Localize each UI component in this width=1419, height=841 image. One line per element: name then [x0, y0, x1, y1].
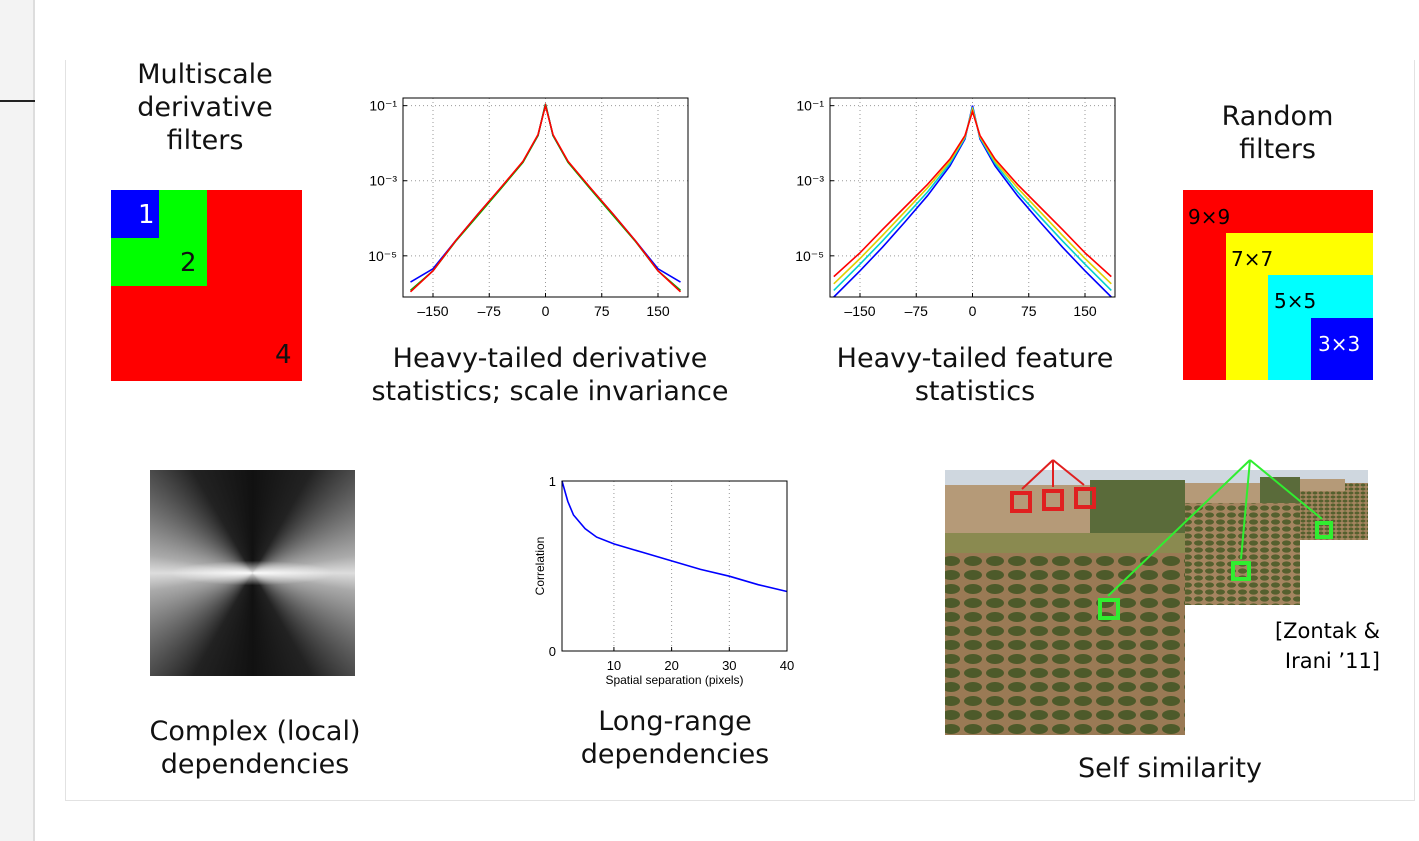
caption-line: Multiscale: [137, 59, 273, 90]
series-line: [561, 480, 788, 593]
photo-mid: [1185, 470, 1300, 605]
plot-frame: [561, 480, 788, 652]
citation: [Zontak & Irani ’11]: [1255, 616, 1380, 676]
y-tick-label: 10⁻¹: [369, 98, 397, 114]
caption-line: filters: [166, 125, 244, 156]
series-line: [833, 108, 1112, 278]
y-tick-label: 10⁻¹: [796, 98, 824, 114]
texture-image: [150, 470, 355, 676]
series-line: [833, 106, 1112, 285]
self-similarity-photo: [945, 459, 1368, 735]
random-3: [1311, 318, 1373, 380]
x-tick-label: 10: [607, 658, 621, 673]
citation-bg: [1250, 612, 1380, 684]
caption-line: Complex (local): [149, 716, 361, 747]
x-tick-label: –150: [417, 303, 448, 319]
caption-line: dependencies: [160, 749, 350, 780]
x-tick-label: 150: [646, 303, 670, 319]
plot-frame: [829, 97, 1116, 298]
citation-line: [Zontak &: [1274, 619, 1380, 643]
rule: [0, 100, 35, 102]
caption-line: statistics; scale invariance: [371, 376, 729, 407]
x-tick-label: 150: [1073, 303, 1097, 319]
y-axis-label: Correlation: [533, 537, 547, 596]
x-tick-label: 20: [664, 658, 678, 673]
caption-line: dependencies: [580, 739, 770, 770]
y-tick-label: 0: [549, 644, 556, 659]
caption-line: filters: [1239, 134, 1316, 165]
random-label: 3×3: [1318, 332, 1361, 356]
left-strip: [0, 0, 35, 841]
photo-small: [1300, 470, 1368, 540]
caption-line: Long-range: [598, 706, 752, 737]
x-tick-label: 40: [780, 658, 794, 673]
red-boxes: [1010, 487, 1096, 513]
citation-line: Irani ’11]: [1284, 649, 1380, 673]
x-axis-label: Spatial separation (pixels): [605, 673, 743, 687]
y-tick-label: 10⁻⁵: [368, 248, 397, 264]
feature-caption: Heavy-tailed feature statistics: [790, 342, 1160, 408]
random-label: 9×9: [1188, 205, 1231, 229]
x-tick-label: –75: [905, 303, 929, 319]
filter-1: [111, 190, 159, 238]
x-tick-label: 75: [1021, 303, 1037, 319]
long-caption: Long-range dependencies: [530, 705, 820, 771]
x-tick-label: 0: [969, 303, 977, 319]
x-tick-label: 30: [722, 658, 736, 673]
plot-frame: [402, 97, 689, 298]
random-label: 7×7: [1231, 247, 1274, 271]
x-tick-label: 0: [542, 303, 550, 319]
self-caption: Self similarity: [1078, 753, 1262, 784]
caption-line: Heavy-tailed derivative: [392, 343, 708, 374]
caption-line: statistics: [914, 376, 1036, 407]
series-line: [409, 102, 682, 293]
x-tick-label: –150: [844, 303, 875, 319]
x-tick-label: 75: [594, 303, 610, 319]
slide: [65, 60, 1415, 801]
caption-line: Heavy-tailed feature: [836, 343, 1114, 374]
green-boxes: [1098, 521, 1333, 620]
series-line: [833, 105, 1112, 298]
caption-line: Random: [1221, 101, 1334, 132]
y-tick-label: 1: [549, 474, 556, 489]
random-label: 5×5: [1274, 289, 1317, 313]
caption-line: derivative: [137, 92, 273, 123]
green-arrows: [1107, 459, 1323, 597]
y-tick-label: 10⁻³: [369, 173, 397, 189]
filter-label: 1: [138, 200, 155, 230]
filter-label: 2: [180, 248, 197, 278]
random-caption: Random filters: [1180, 100, 1375, 166]
deriv-caption: Heavy-tailed derivative statistics; scal…: [330, 342, 770, 408]
filters-caption: Multiscale derivative filters: [100, 58, 310, 157]
y-tick-label: 10⁻³: [796, 173, 824, 189]
y-tick-label: 10⁻⁵: [795, 248, 824, 264]
red-arrows: [1021, 459, 1085, 490]
x-tick-label: –75: [478, 303, 502, 319]
filter-label: 4: [275, 340, 292, 370]
local-caption: Complex (local) dependencies: [110, 715, 400, 781]
